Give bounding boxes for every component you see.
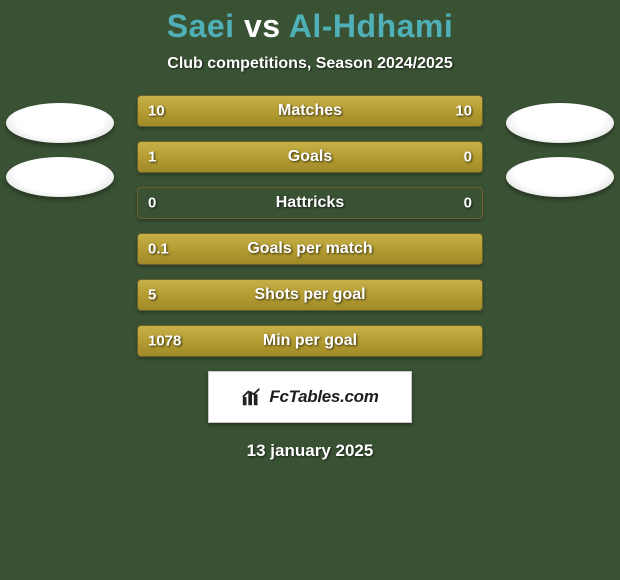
avatar-placeholder bbox=[6, 103, 114, 143]
page-title: Saei vs Al-Hdhami bbox=[0, 8, 620, 45]
stat-row: 0.1Goals per match bbox=[137, 233, 483, 265]
avatar-placeholder bbox=[506, 157, 614, 197]
barchart-icon bbox=[241, 386, 263, 408]
bar-fill-left bbox=[138, 280, 482, 310]
stat-row: 0 0Hattricks bbox=[137, 187, 483, 219]
avatar-placeholder bbox=[506, 103, 614, 143]
stat-value-right: 0 bbox=[464, 195, 472, 212]
subtitle: Club competitions, Season 2024/2025 bbox=[0, 55, 620, 73]
bar-fill-right bbox=[310, 96, 482, 126]
stat-row: 5Shots per goal bbox=[137, 279, 483, 311]
bar-fill-left bbox=[138, 326, 482, 356]
stat-value-left: 0 bbox=[148, 195, 156, 212]
title-vs: vs bbox=[244, 8, 281, 44]
comparison-card: Saei vs Al-Hdhami Club competitions, Sea… bbox=[0, 0, 620, 461]
title-player1: Saei bbox=[167, 8, 235, 44]
stat-row: 10Goals bbox=[137, 141, 483, 173]
stat-row: 1010Matches bbox=[137, 95, 483, 127]
bar-fill-left bbox=[138, 142, 399, 172]
stats-area: 1010Matches 10Goals 0 0Hattricks 0.1Goals pe… bbox=[0, 95, 620, 357]
stat-label: Hattricks bbox=[138, 194, 482, 212]
title-player2: Al-Hdhami bbox=[289, 8, 454, 44]
bar-fill-left bbox=[138, 96, 310, 126]
bar-fill-left bbox=[138, 234, 482, 264]
date-label: 13 january 2025 bbox=[0, 441, 620, 461]
stat-row: 1078Min per goal bbox=[137, 325, 483, 357]
brand-badge[interactable]: FcTables.com bbox=[208, 371, 412, 423]
bar-fill-right bbox=[399, 142, 482, 172]
brand-text: FcTables.com bbox=[269, 387, 378, 407]
bars-host: 1010Matches 10Goals 0 0Hattricks 0.1Goals pe… bbox=[137, 95, 483, 357]
avatar-placeholder bbox=[6, 157, 114, 197]
